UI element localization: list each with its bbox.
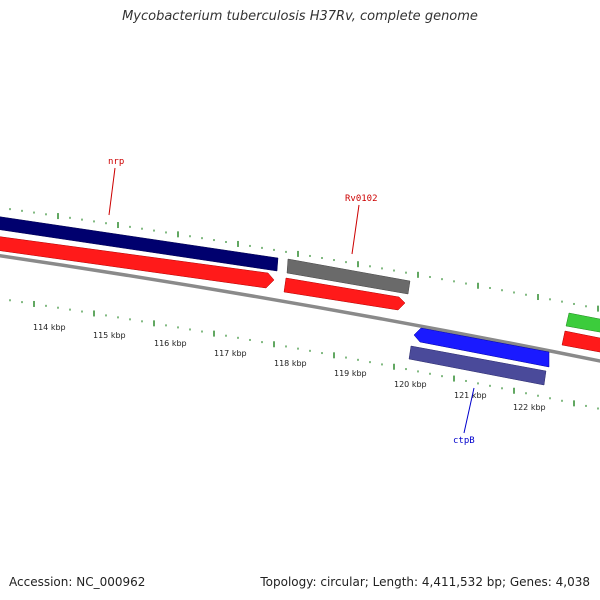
- kbp-label: 114 kbp: [33, 323, 66, 332]
- gene-feature-green[interactable]: [565, 312, 600, 333]
- kbp-label: 117 kbp: [214, 349, 247, 358]
- kbp-label: 121 kbp: [454, 391, 487, 400]
- gene-feature-red-right[interactable]: [561, 330, 600, 353]
- kbp-scale: 114 kbp 115 kbp 116 kbp 117 kbp 118 kbp …: [33, 323, 546, 412]
- kbp-label: 116 kbp: [154, 339, 187, 348]
- label-leader-rv0102: [351, 204, 360, 255]
- inner-tick-ring: [9, 299, 599, 410]
- kbp-label: 119 kbp: [334, 369, 367, 378]
- map-title: Mycobacterium tuberculosis H37Rv, comple…: [122, 9, 478, 24]
- kbp-label: 120 kbp: [394, 380, 427, 389]
- outer-tick-ring: [9, 208, 599, 312]
- gene-feature-ctpB[interactable]: [408, 345, 547, 386]
- kbp-label: 115 kbp: [93, 331, 126, 340]
- genome-summary-text: Topology: circular; Length: 4,411,532 bp…: [260, 575, 590, 589]
- gene-feature-nrp[interactable]: [0, 236, 275, 289]
- kbp-label: 118 kbp: [274, 359, 307, 368]
- accession-text: Accession: NC_000962: [9, 575, 146, 589]
- kbp-label: 122 kbp: [513, 403, 546, 412]
- label-leader-nrp: [108, 167, 116, 216]
- gene-feature-ctpB-arrow[interactable]: [413, 327, 550, 368]
- gene-feature-rv0102[interactable]: [283, 277, 406, 311]
- gene-label-nrp[interactable]: nrp: [108, 157, 124, 167]
- gene-label-rv0102[interactable]: Rv0102: [345, 194, 378, 204]
- gene-feature-nrp-outer[interactable]: [0, 216, 279, 272]
- gene-feature-rv0102-outer[interactable]: [286, 258, 411, 295]
- label-leader-ctpB: [463, 387, 475, 434]
- gene-label-ctpB[interactable]: ctpB: [453, 436, 475, 446]
- genome-backbone: [0, 253, 600, 363]
